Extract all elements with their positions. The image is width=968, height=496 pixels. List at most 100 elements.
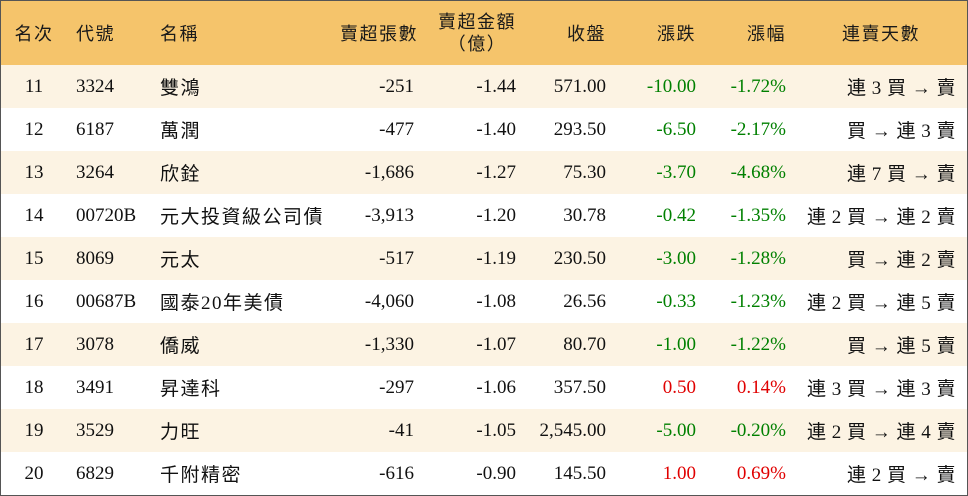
rank-cell: 11 bbox=[1, 65, 67, 108]
header-net-sell-amount-title: 賣超金額 bbox=[438, 12, 516, 32]
header-net-sell-amount[interactable]: 賣超金額 （億） bbox=[423, 1, 525, 65]
rank-cell: 12 bbox=[24, 118, 44, 140]
header-change-pct[interactable]: 漲幅 bbox=[705, 1, 795, 65]
name-cell[interactable]: 元太 bbox=[151, 237, 331, 280]
change-cell: -5.00 bbox=[615, 409, 705, 452]
header-net-sell-amount-unit: （億） bbox=[447, 34, 507, 54]
net-sell-amount-cell: -0.90 bbox=[476, 462, 516, 484]
table-row: 11 3324 雙鴻 -251 -1.44 571.00 -10.00 -1.7… bbox=[1, 65, 967, 108]
header-change[interactable]: 漲跌 bbox=[615, 1, 705, 65]
header-code[interactable]: 代號 bbox=[67, 1, 151, 65]
table-row: 12 6187 萬潤 -477 -1.40 293.50 -6.50 -2.17… bbox=[1, 108, 967, 151]
name-cell[interactable]: 千附精密 bbox=[160, 465, 243, 486]
code-cell: 3078 bbox=[67, 323, 151, 366]
change-cell: -3.00 bbox=[615, 237, 705, 280]
change-pct-cell: -0.20% bbox=[705, 409, 795, 452]
streak-cell: 買 → 連 3 賣 bbox=[846, 121, 956, 142]
close-cell: 230.50 bbox=[525, 237, 615, 280]
change-cell: -0.33 bbox=[656, 290, 696, 312]
rank-cell: 19 bbox=[1, 409, 67, 452]
close-cell: 75.30 bbox=[525, 151, 615, 194]
net-sell-lots-cell: -1,686 bbox=[331, 151, 423, 194]
net-sell-amount-cell: -1.05 bbox=[423, 409, 525, 452]
net-sell-lots-cell: -297 bbox=[379, 376, 414, 398]
header-net-sell-amount-label: 賣超金額 （億） bbox=[438, 11, 516, 55]
header-rank[interactable]: 名次 bbox=[1, 1, 67, 65]
close-cell: 293.50 bbox=[553, 118, 606, 140]
code-cell: 3491 bbox=[76, 376, 114, 398]
close-cell: 571.00 bbox=[525, 65, 615, 108]
name-cell[interactable]: 萬潤 bbox=[160, 121, 202, 142]
change-cell: -1.00 bbox=[615, 323, 705, 366]
streak-cell: 連 3 買 → 賣 bbox=[795, 65, 967, 108]
change-cell: -6.50 bbox=[656, 118, 696, 140]
code-cell: 3529 bbox=[67, 409, 151, 452]
rank-cell: 17 bbox=[1, 323, 67, 366]
name-cell[interactable]: 國泰20年美債 bbox=[160, 293, 285, 314]
change-pct-cell: -1.28% bbox=[705, 237, 795, 280]
change-cell: -0.42 bbox=[656, 204, 696, 226]
net-sell-amount-cell: -1.20 bbox=[476, 204, 516, 226]
net-sell-amount-cell: -1.06 bbox=[476, 376, 516, 398]
code-cell: 8069 bbox=[67, 237, 151, 280]
rank-cell: 14 bbox=[24, 204, 44, 226]
change-pct-cell: -4.68% bbox=[705, 151, 795, 194]
table-row: 19 3529 力旺 -41 -1.05 2,545.00 -5.00 -0.2… bbox=[1, 409, 967, 452]
table-row: 20 6829 千附精密 -616 -0.90 145.50 1.00 0.69… bbox=[1, 452, 967, 495]
close-cell: 30.78 bbox=[563, 204, 606, 226]
rank-cell: 13 bbox=[1, 151, 67, 194]
code-cell: 6187 bbox=[76, 118, 114, 140]
header-close[interactable]: 收盤 bbox=[525, 1, 615, 65]
header-streak[interactable]: 連賣天數 bbox=[795, 1, 967, 65]
streak-cell: 連 7 買 → 賣 bbox=[795, 151, 967, 194]
change-pct-cell: -2.17% bbox=[730, 118, 786, 140]
streak-cell: 連 2 買 → 賣 bbox=[846, 465, 956, 486]
net-sell-amount-cell: -1.19 bbox=[423, 237, 525, 280]
table-row: 17 3078 僑威 -1,330 -1.07 80.70 -1.00 -1.2… bbox=[1, 323, 967, 366]
change-pct-cell: -1.72% bbox=[705, 65, 795, 108]
change-cell: 1.00 bbox=[662, 462, 696, 484]
header-name[interactable]: 名稱 bbox=[151, 1, 331, 65]
table-row: 16 00687B 國泰20年美債 -4,060 -1.08 26.56 -0.… bbox=[1, 280, 967, 323]
name-cell[interactable]: 力旺 bbox=[151, 409, 331, 452]
change-cell: -3.70 bbox=[615, 151, 705, 194]
streak-cell: 連 2 買 → 連 4 賣 bbox=[795, 409, 967, 452]
net-sell-lots-cell: -251 bbox=[331, 65, 423, 108]
net-sell-lots-cell: -3,913 bbox=[364, 204, 414, 226]
net-sell-amount-cell: -1.07 bbox=[423, 323, 525, 366]
change-pct-cell: -1.22% bbox=[705, 323, 795, 366]
code-cell: 3324 bbox=[67, 65, 151, 108]
name-cell[interactable]: 欣銓 bbox=[151, 151, 331, 194]
net-sell-lots-cell: -517 bbox=[331, 237, 423, 280]
rank-cell: 15 bbox=[1, 237, 67, 280]
net-sell-lots-cell: -4,060 bbox=[364, 290, 414, 312]
header-net-sell-lots[interactable]: 賣超張數 bbox=[331, 1, 423, 65]
rank-cell: 16 bbox=[24, 290, 44, 312]
table-row: 18 3491 昇達科 -297 -1.06 357.50 0.50 0.14%… bbox=[1, 366, 967, 409]
change-pct-cell: 0.14% bbox=[736, 376, 786, 398]
rank-cell: 18 bbox=[24, 376, 44, 398]
name-cell[interactable]: 昇達科 bbox=[160, 379, 222, 400]
net-sell-amount-cell: -1.08 bbox=[476, 290, 516, 312]
code-cell: 00687B bbox=[76, 290, 137, 312]
close-cell: 2,545.00 bbox=[525, 409, 615, 452]
name-cell[interactable]: 僑威 bbox=[151, 323, 331, 366]
name-cell[interactable]: 雙鴻 bbox=[151, 65, 331, 108]
close-cell: 26.56 bbox=[563, 290, 606, 312]
close-cell: 357.50 bbox=[553, 376, 606, 398]
net-sell-lots-cell: -477 bbox=[379, 118, 414, 140]
change-cell: 0.50 bbox=[662, 376, 696, 398]
rank-cell: 20 bbox=[24, 462, 44, 484]
net-sell-amount-cell: -1.40 bbox=[476, 118, 516, 140]
streak-cell: 買 → 連 2 賣 bbox=[795, 237, 967, 280]
name-cell[interactable]: 元大投資級公司債 bbox=[160, 207, 325, 228]
change-pct-cell: -1.35% bbox=[730, 204, 786, 226]
close-cell: 145.50 bbox=[553, 462, 606, 484]
streak-cell: 買 → 連 5 賣 bbox=[795, 323, 967, 366]
net-sell-lots-cell: -616 bbox=[379, 462, 414, 484]
change-pct-cell: 0.69% bbox=[736, 462, 786, 484]
table-row: 14 00720B 元大投資級公司債 -3,913 -1.20 30.78 -0… bbox=[1, 194, 967, 237]
header-row: 名次 代號 名稱 賣超張數 賣超金額 （億） 收盤 漲跌 漲幅 連賣天數 bbox=[1, 1, 967, 65]
